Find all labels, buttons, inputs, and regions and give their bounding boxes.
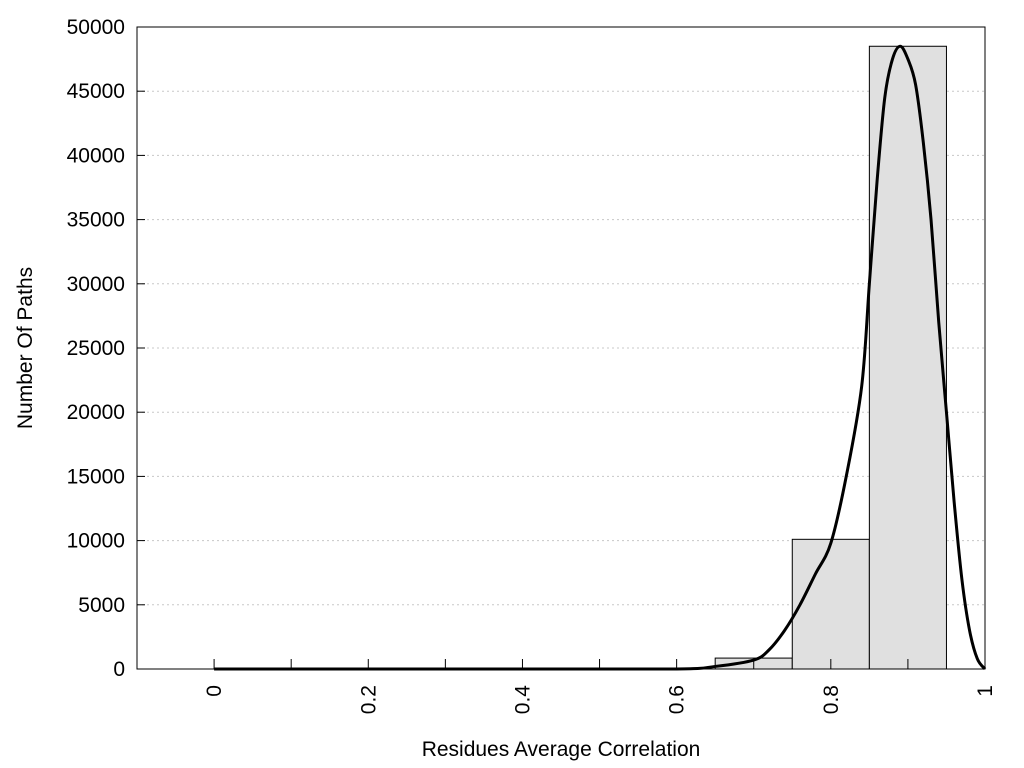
histogram-bar bbox=[791, 538, 870, 670]
x-tick-label: 1 bbox=[974, 685, 997, 697]
y-tick-label: 15000 bbox=[67, 465, 125, 488]
x-tick-label: 0.8 bbox=[820, 685, 843, 714]
y-tick-label: 35000 bbox=[67, 209, 125, 232]
histogram-bars bbox=[714, 45, 947, 670]
y-tick-label: 10000 bbox=[67, 530, 125, 553]
y-axis-title: Number Of Paths bbox=[14, 267, 37, 429]
x-tick-label: 0.6 bbox=[666, 685, 689, 714]
x-tick-label: 0.4 bbox=[511, 685, 534, 715]
y-tick-label: 45000 bbox=[67, 80, 125, 103]
fit-curve-layer bbox=[214, 44, 987, 671]
y-tick-label: 20000 bbox=[67, 401, 125, 424]
y-tick-labels: 0 5000 10000 15000 20000 25000 30000 35000 40000… bbox=[67, 16, 125, 681]
x-tick-labels: 0 0.2 0.4 0.6 0.8 1 bbox=[203, 685, 997, 715]
y-tick-label: 25000 bbox=[67, 337, 125, 360]
axis-ticks bbox=[137, 26, 986, 670]
y-tick-label: 50000 bbox=[67, 16, 125, 39]
grid-lines bbox=[137, 90, 985, 606]
x-axis-title: Residues Average Correlation bbox=[422, 738, 701, 761]
histogram-bar bbox=[868, 45, 947, 670]
x-tick-label: 0 bbox=[203, 685, 226, 697]
y-tick-label: 0 bbox=[113, 658, 125, 681]
x-tick-label: 0.2 bbox=[357, 685, 380, 714]
y-tick-label: 40000 bbox=[67, 144, 125, 167]
y-tick-label: 5000 bbox=[78, 594, 125, 617]
fit-curve bbox=[214, 44, 987, 671]
y-tick-label: 30000 bbox=[67, 273, 125, 296]
